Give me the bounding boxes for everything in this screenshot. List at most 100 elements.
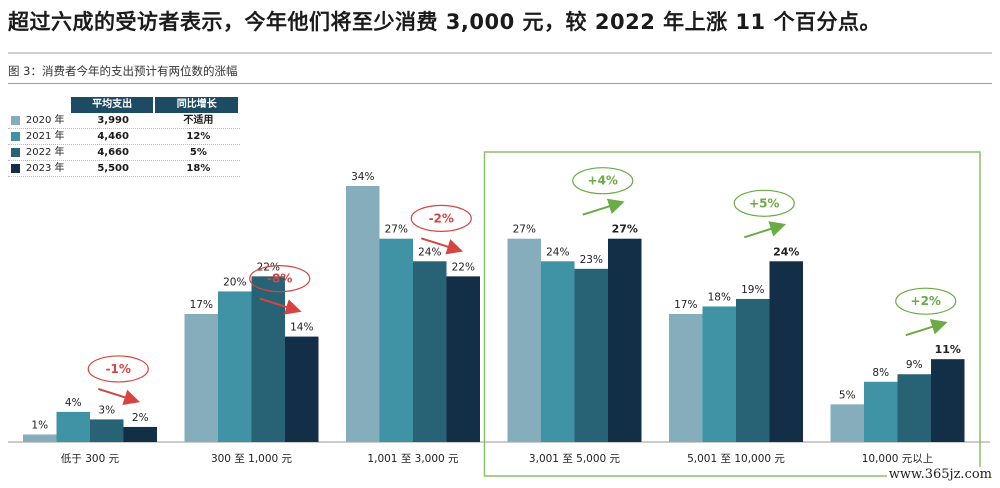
- change-arrow: [420, 237, 464, 255]
- data-label: 18%: [708, 291, 731, 303]
- bar: [218, 291, 252, 442]
- watermark: www.365jz.com: [886, 467, 994, 482]
- data-label: 27%: [612, 223, 638, 236]
- data-label: 17%: [190, 299, 213, 311]
- data-label: 17%: [674, 299, 697, 311]
- change-label: +2%: [911, 294, 941, 308]
- legend-row: 2023 年 5,500 18%: [8, 161, 240, 177]
- bar: [669, 314, 703, 442]
- bar: [446, 276, 480, 442]
- bar: [574, 268, 608, 442]
- legend-row: 2020 年 3,990 不适用: [8, 113, 240, 129]
- legend-swatch: [11, 116, 20, 125]
- category-label: 低于 300 元: [61, 452, 120, 465]
- data-label: 27%: [385, 224, 408, 236]
- change-label: -2%: [429, 211, 454, 225]
- data-label: 20%: [223, 276, 246, 288]
- bar: [931, 359, 965, 442]
- data-label: 24%: [418, 246, 441, 258]
- bar: [23, 434, 57, 442]
- change-ellipse: [895, 287, 957, 315]
- legend-yoy: 12%: [186, 131, 211, 142]
- headline: 超过六成的受访者表示，今年他们将至少消费 3,000 元，较 2022 年上涨 …: [8, 10, 881, 34]
- change-label: +4%: [588, 174, 618, 188]
- figure-caption: 图 3：消费者今年的支出预计有两位数的涨幅: [8, 64, 238, 78]
- bar: [285, 336, 319, 442]
- legend-swatch: [11, 132, 20, 141]
- change-label: +5%: [749, 196, 779, 210]
- bar: [123, 426, 157, 442]
- change-arrow: [743, 221, 787, 239]
- legend-avg: 4,460: [97, 131, 129, 142]
- data-label: 9%: [906, 359, 923, 371]
- data-label: 2%: [132, 412, 149, 424]
- bar: [702, 306, 736, 442]
- data-label: 4%: [65, 397, 82, 409]
- bar: [608, 238, 642, 442]
- data-label: 1%: [31, 419, 48, 431]
- data-label: 23%: [580, 254, 603, 266]
- legend-year: 2021 年: [25, 131, 65, 142]
- bar: [830, 404, 864, 442]
- data-label: 14%: [290, 322, 313, 334]
- category-label: 5,001 至 10,000 元: [687, 453, 785, 465]
- change-ellipse: [733, 189, 795, 217]
- bar: [413, 261, 447, 442]
- change-arrow: [97, 387, 141, 405]
- legend-year: 2023 年: [25, 163, 65, 174]
- caption-rule: [8, 83, 992, 84]
- bar: [346, 186, 380, 442]
- bar: [379, 238, 413, 442]
- bar: [507, 238, 541, 442]
- bar: [56, 411, 90, 442]
- change-ellipse: [87, 355, 149, 383]
- data-label: 8%: [872, 367, 889, 379]
- header-rule: [8, 52, 992, 54]
- legend-table-header: 平均支出 同比增长: [8, 97, 240, 113]
- change-ellipse: [572, 167, 634, 195]
- legend-yoy: 5%: [189, 147, 207, 158]
- header-yoy-growth: 同比增长: [155, 97, 238, 113]
- data-label: 5%: [839, 389, 856, 401]
- data-label: 27%: [513, 224, 536, 236]
- legend-avg: 5,500: [97, 163, 129, 174]
- highlight-box: [483, 151, 981, 477]
- legend-swatch: [11, 164, 20, 173]
- data-label: 22%: [452, 261, 475, 273]
- category-label: 1,001 至 3,000 元: [367, 453, 459, 465]
- data-label: 19%: [741, 284, 764, 296]
- data-label: 34%: [351, 171, 374, 183]
- category-label: 300 至 1,000 元: [211, 453, 293, 465]
- legend-avg: 4,660: [97, 147, 129, 158]
- header-avg-spend: 平均支出: [70, 97, 154, 113]
- category-label: 10,000 元以上: [862, 453, 934, 465]
- change-ellipse: [410, 204, 472, 232]
- legend-swatch: [11, 148, 20, 157]
- change-arrow: [905, 319, 948, 337]
- data-label: 22%: [257, 261, 280, 273]
- data-label: 11%: [935, 343, 961, 356]
- change-label: -1%: [106, 362, 131, 376]
- bar: [184, 314, 218, 442]
- bar: [897, 374, 931, 442]
- category-label: 3,001 至 5,000 元: [529, 453, 621, 465]
- change-ellipse: [249, 264, 311, 293]
- data-label: 24%: [546, 246, 569, 258]
- legend-yoy: 18%: [186, 163, 211, 174]
- bar: [736, 298, 770, 442]
- bar: [541, 261, 575, 442]
- bar: [864, 381, 898, 442]
- legend-row: 2022 年 4,660 5%: [8, 145, 240, 161]
- data-label: 3%: [98, 404, 115, 416]
- legend-avg: 3,990: [97, 115, 129, 126]
- legend-table: 平均支出 同比增长 2020 年 3,990 不适用 2021 年 4,460 …: [8, 97, 240, 177]
- change-label: -8%: [267, 272, 292, 286]
- bar: [769, 261, 803, 442]
- legend-year: 2020 年: [25, 115, 65, 126]
- change-arrow: [582, 198, 625, 216]
- bar: [90, 419, 124, 442]
- legend-yoy: 不适用: [183, 115, 214, 126]
- legend-year: 2022 年: [25, 147, 65, 158]
- data-label: 24%: [773, 245, 799, 258]
